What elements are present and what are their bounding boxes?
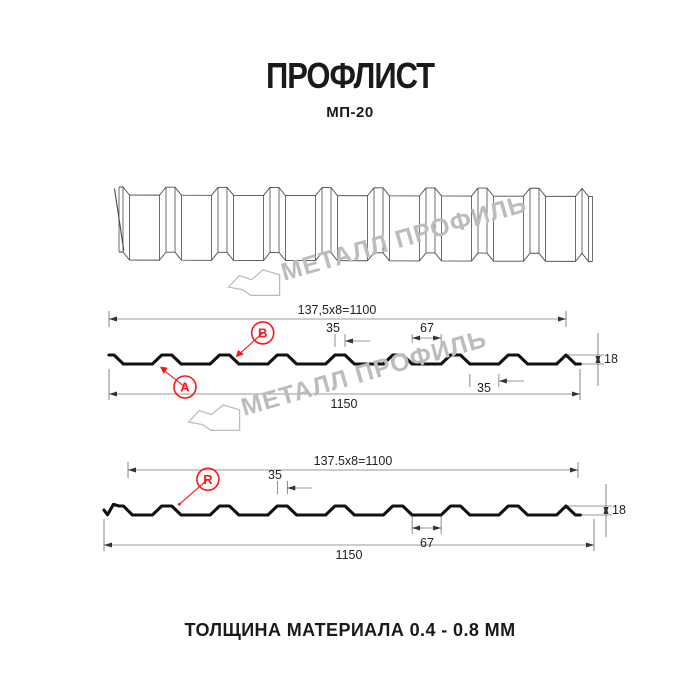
svg-text:B: B <box>258 325 267 340</box>
svg-text:1150: 1150 <box>331 397 358 411</box>
svg-text:67: 67 <box>420 321 434 335</box>
svg-text:67: 67 <box>420 536 434 550</box>
svg-text:35: 35 <box>326 321 340 335</box>
svg-text:137,5x8=1100: 137,5x8=1100 <box>298 303 377 317</box>
svg-text:A: A <box>180 380 190 395</box>
svg-text:R: R <box>203 472 213 487</box>
svg-text:35: 35 <box>477 381 491 395</box>
svg-text:1150: 1150 <box>336 548 363 562</box>
svg-text:137.5x8=1100: 137.5x8=1100 <box>314 454 393 468</box>
svg-text:МЕТАЛЛ ПРОФИЛЬ: МЕТАЛЛ ПРОФИЛЬ <box>238 325 490 422</box>
svg-text:35: 35 <box>268 468 282 482</box>
svg-text:18: 18 <box>612 503 626 517</box>
svg-text:18: 18 <box>604 352 618 366</box>
